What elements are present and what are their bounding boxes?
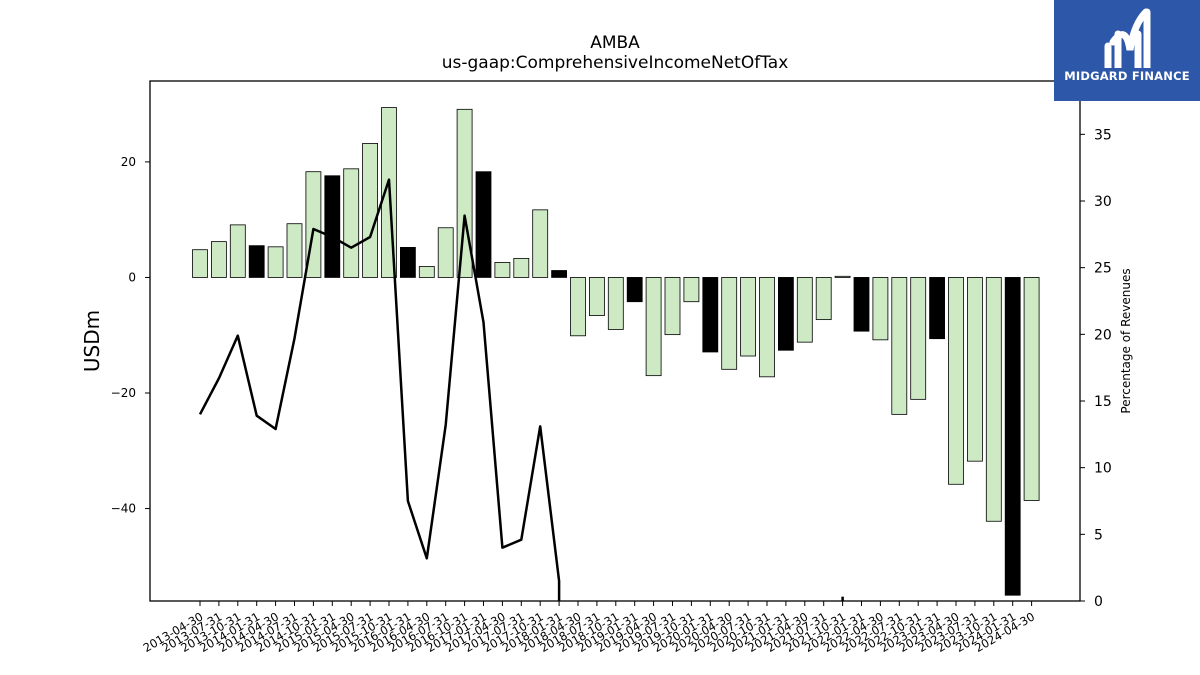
bar-2013-04-30 bbox=[192, 249, 208, 278]
bar-2018-01-31 bbox=[551, 270, 567, 278]
y2-tick-label: 5 bbox=[1094, 527, 1103, 543]
y2-tick-label: 10 bbox=[1094, 461, 1112, 477]
y2-tick-label: 15 bbox=[1094, 394, 1112, 410]
bar-2013-07-31 bbox=[210, 241, 227, 278]
bar-2020-04-30 bbox=[721, 277, 738, 370]
chart-subtitle: us-gaap:ComprehensiveIncomeNetOfTax bbox=[442, 53, 789, 73]
bar-2014-01-31 bbox=[248, 245, 265, 278]
bar-2022-01-31 bbox=[853, 277, 870, 332]
bar-2021-10-31 bbox=[834, 275, 851, 278]
bar-2017-07-31 bbox=[513, 257, 530, 278]
bar-2020-10-31 bbox=[759, 277, 775, 378]
y2-tick-label: 35 bbox=[1094, 127, 1112, 143]
bar-2017-10-31 bbox=[532, 209, 549, 278]
y-axis-right: 0 5 10 15 20 25 30 35 bbox=[1080, 127, 1112, 610]
bar-2024-01-31 bbox=[1004, 277, 1021, 596]
y-tick-label: 0 bbox=[128, 270, 136, 284]
bar-2017-01-31 bbox=[475, 171, 492, 278]
bar-2022-04-30 bbox=[872, 277, 889, 341]
logo-mark-icon bbox=[1104, 8, 1151, 68]
bar-2023-07-31 bbox=[967, 277, 983, 462]
bar-2022-07-31 bbox=[891, 277, 908, 415]
bar-2021-07-31 bbox=[815, 277, 832, 321]
bar-series bbox=[192, 107, 1040, 596]
bar-2013-10-31 bbox=[229, 224, 246, 278]
chart-title: AMBA bbox=[590, 33, 640, 53]
y2-tick-label: 30 bbox=[1094, 194, 1112, 210]
line-series bbox=[198, 178, 844, 601]
bar-2016-01-31 bbox=[399, 246, 416, 278]
midgard-finance-logo: MIDGARD FINANCE bbox=[1054, 0, 1200, 101]
bar-2023-04-30 bbox=[948, 277, 964, 485]
bar-2021-04-30 bbox=[796, 277, 813, 343]
bar-2018-10-31 bbox=[607, 277, 624, 330]
bar-2018-04-30 bbox=[570, 277, 586, 337]
line-segment-0 bbox=[198, 178, 561, 601]
bar-2019-01-31 bbox=[626, 277, 643, 303]
y2-axis-label: Percentage of Revenues bbox=[1119, 268, 1133, 413]
bar-2015-04-30 bbox=[343, 168, 360, 278]
y-tick-label: 20 bbox=[121, 155, 136, 169]
bar-2023-10-31 bbox=[985, 277, 1002, 522]
bar-2021-01-31 bbox=[778, 277, 794, 351]
x-axis: 2013-04-302013-07-312013-10-312014-01-31… bbox=[141, 601, 1037, 655]
y-tick-label: −20 bbox=[111, 386, 136, 400]
bar-2015-01-31 bbox=[324, 175, 341, 278]
y-axis-left: −40 −20 0 20 bbox=[111, 155, 150, 516]
bar-2017-04-30 bbox=[494, 262, 511, 278]
y-axis-label: USDm bbox=[80, 310, 104, 372]
y2-tick-label: 20 bbox=[1094, 327, 1112, 343]
bar-2020-01-31 bbox=[702, 277, 719, 353]
bar-2022-10-31 bbox=[910, 277, 927, 400]
bar-2019-10-31 bbox=[683, 277, 700, 303]
bar-2018-07-31 bbox=[589, 277, 605, 316]
y2-tick-label: 0 bbox=[1094, 594, 1103, 610]
y-tick-label: −40 bbox=[111, 502, 136, 516]
bar-2014-07-31 bbox=[286, 223, 303, 278]
bar-2020-07-31 bbox=[740, 277, 756, 357]
bar-2019-07-31 bbox=[664, 277, 681, 336]
bar-2016-07-31 bbox=[437, 227, 454, 278]
logo-text: MIDGARD FINANCE bbox=[1064, 69, 1190, 83]
bar-2015-07-31 bbox=[362, 142, 379, 278]
bar-2023-01-31 bbox=[929, 277, 945, 340]
bar-2019-04-30 bbox=[645, 277, 662, 377]
y2-tick-label: 25 bbox=[1094, 261, 1112, 277]
bar-2014-04-30 bbox=[267, 246, 284, 278]
bar-2016-04-30 bbox=[418, 266, 435, 278]
bar-2024-04-30 bbox=[1023, 277, 1040, 501]
plot-frame bbox=[149, 80, 1081, 602]
